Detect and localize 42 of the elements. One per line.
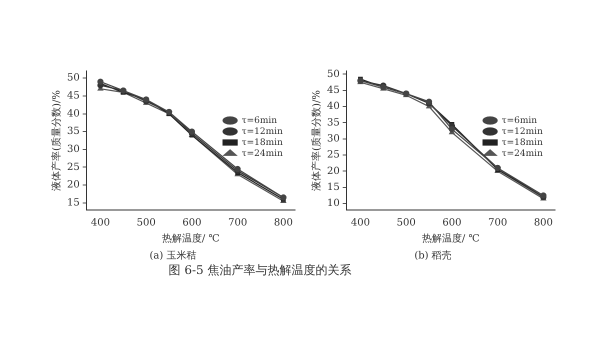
legend-label: τ=6min xyxy=(242,116,278,126)
y-tick-label: 20 xyxy=(66,180,80,191)
legend-label: τ=12min xyxy=(502,126,544,137)
y-tick-label: 20 xyxy=(326,166,340,177)
y-tick-label: 30 xyxy=(66,144,80,156)
x-tick-label: 400 xyxy=(90,218,110,229)
y-tick-label: 40 xyxy=(326,101,340,112)
text: (b) 稻壳 xyxy=(414,250,452,262)
x-tick-label: 800 xyxy=(534,218,553,229)
y-tick-label: 50 xyxy=(326,68,340,80)
legend-label: τ=24min xyxy=(242,148,284,159)
x-axis-title: 热解温度/ ℃ xyxy=(422,232,480,245)
x-tick-label: 800 xyxy=(274,218,293,229)
x-tick-label: 600 xyxy=(442,218,462,229)
text: (a) 玉米秸 xyxy=(150,250,196,262)
y-tick-label: 45 xyxy=(66,90,80,102)
legend-label: τ=24min xyxy=(502,148,544,159)
x-tick-label: 700 xyxy=(488,218,508,229)
y-tick-label: 50 xyxy=(66,72,80,84)
caption: 图 6-5 焦油产率与热解温度的关系 xyxy=(168,262,352,279)
y-tick-label: 40 xyxy=(66,108,80,120)
legend-label: τ=18min xyxy=(242,138,284,148)
legend-label: τ=6min xyxy=(502,116,538,126)
y-tick-label: 30 xyxy=(326,133,340,144)
x-tick-label: 400 xyxy=(350,218,370,229)
x-tick-label: 700 xyxy=(228,218,248,229)
x-tick-label: 500 xyxy=(396,218,416,229)
legend-label: τ=12min xyxy=(242,126,284,137)
x-tick-label: 600 xyxy=(182,218,202,229)
y-axis-title: 液体产率(质量分数)/% xyxy=(50,90,63,191)
y-tick-label: 25 xyxy=(66,162,80,173)
y-tick-label: 35 xyxy=(66,126,80,138)
y-tick-label: 35 xyxy=(326,117,340,128)
x-axis-title: 热解温度/ ℃ xyxy=(162,232,220,245)
x-tick-label: 500 xyxy=(136,218,156,229)
y-tick-label: 15 xyxy=(66,197,80,208)
y-tick-label: 10 xyxy=(326,198,340,210)
y-tick-label: 15 xyxy=(326,182,340,193)
legend-label: τ=18min xyxy=(502,138,544,148)
y-axis-title: 液体产率(质量分数)/% xyxy=(310,90,323,191)
y-tick-label: 25 xyxy=(326,150,340,161)
y-tick-label: 45 xyxy=(326,84,340,96)
